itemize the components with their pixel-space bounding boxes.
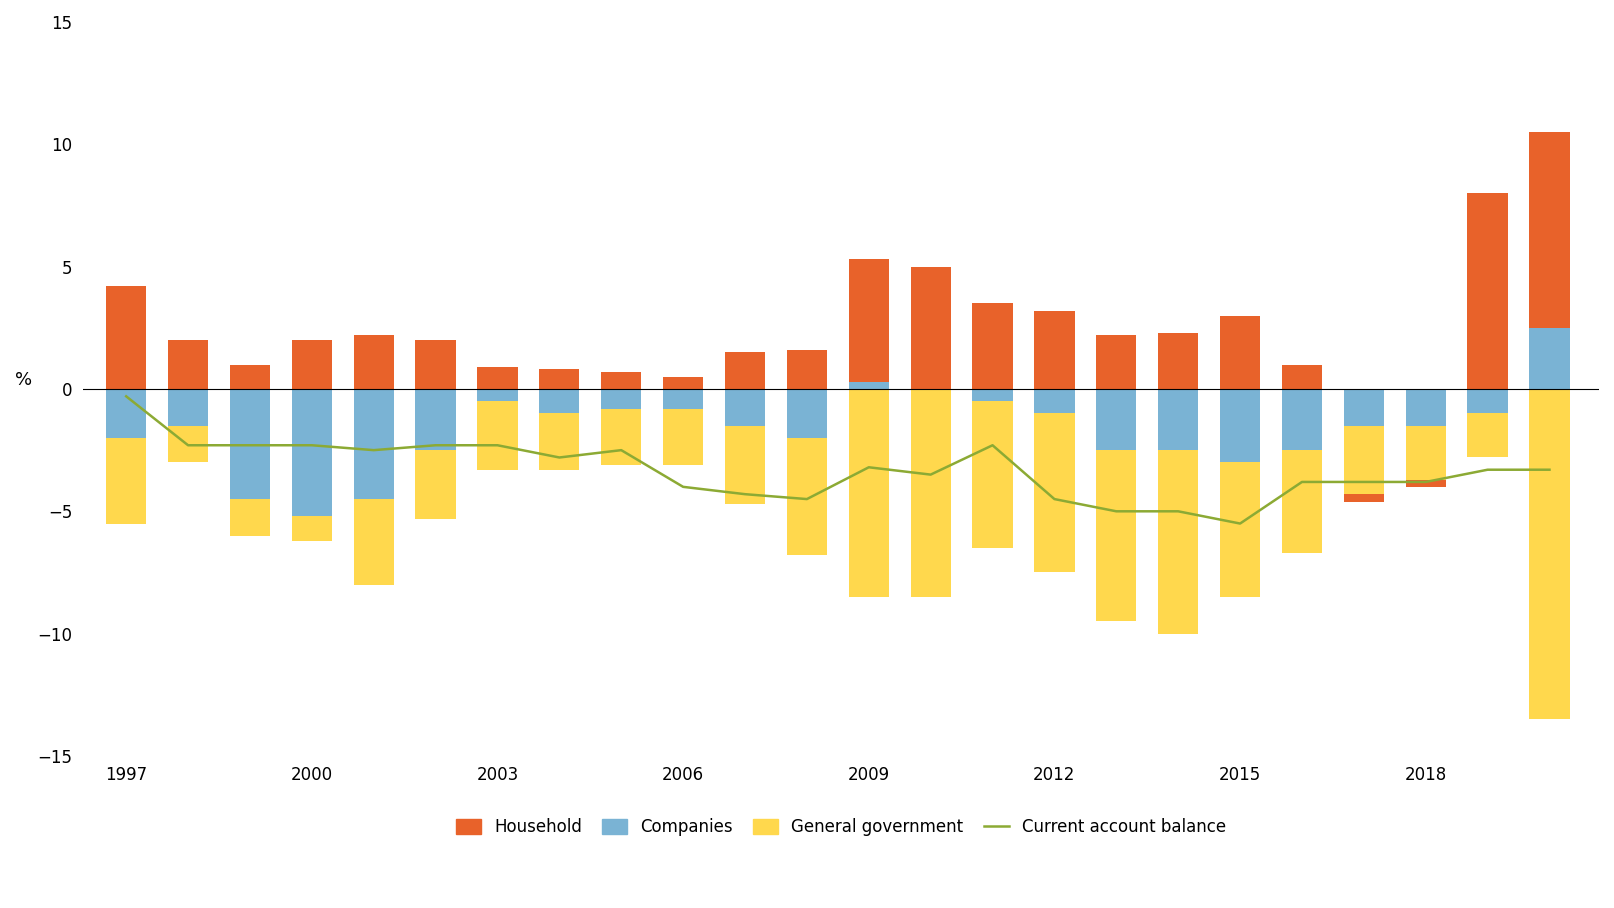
- Bar: [353, 389, 394, 499]
- Bar: [229, 499, 270, 536]
- Bar: [229, 389, 270, 499]
- Bar: [478, 389, 518, 401]
- Bar: [663, 377, 704, 389]
- Bar: [786, 350, 826, 389]
- Bar: [910, 267, 951, 389]
- Bar: [1344, 389, 1383, 426]
- Bar: [168, 389, 208, 426]
- Bar: [973, 401, 1012, 548]
- Bar: [1220, 316, 1261, 389]
- Bar: [1530, 132, 1569, 328]
- Bar: [1467, 413, 1507, 458]
- Bar: [600, 409, 641, 465]
- Bar: [1406, 389, 1446, 426]
- Bar: [725, 426, 765, 504]
- Bar: [849, 381, 889, 389]
- Bar: [910, 389, 951, 597]
- Bar: [1530, 328, 1569, 389]
- Bar: [1035, 389, 1075, 413]
- Bar: [1344, 494, 1383, 501]
- Bar: [1467, 193, 1507, 389]
- Bar: [1282, 450, 1322, 553]
- Bar: [415, 450, 455, 518]
- Bar: [292, 517, 332, 540]
- Bar: [1220, 462, 1261, 597]
- Bar: [478, 367, 518, 389]
- Bar: [786, 438, 826, 556]
- Bar: [168, 340, 208, 389]
- Bar: [1406, 426, 1446, 479]
- Bar: [1096, 450, 1136, 621]
- Bar: [229, 364, 270, 389]
- Bar: [1159, 450, 1198, 634]
- Bar: [539, 413, 579, 469]
- Y-axis label: %: %: [15, 371, 32, 389]
- Bar: [292, 340, 332, 389]
- Bar: [168, 426, 208, 462]
- Bar: [415, 340, 455, 389]
- Bar: [1096, 389, 1136, 450]
- Bar: [1220, 389, 1261, 462]
- Legend: Household, Companies, General government, Current account balance: Household, Companies, General government…: [449, 812, 1233, 843]
- Bar: [1096, 335, 1136, 389]
- Bar: [353, 499, 394, 585]
- Bar: [663, 409, 704, 465]
- Bar: [478, 401, 518, 469]
- Bar: [539, 389, 579, 413]
- Bar: [1159, 389, 1198, 450]
- Bar: [663, 389, 704, 409]
- Bar: [415, 389, 455, 450]
- Bar: [539, 370, 579, 389]
- Bar: [1282, 364, 1322, 389]
- Bar: [849, 260, 889, 381]
- Bar: [725, 352, 765, 389]
- Bar: [107, 286, 147, 389]
- Bar: [849, 389, 889, 597]
- Bar: [1282, 389, 1322, 450]
- Bar: [292, 389, 332, 517]
- Bar: [1344, 426, 1383, 494]
- Bar: [1035, 311, 1075, 389]
- Bar: [600, 372, 641, 389]
- Bar: [353, 335, 394, 389]
- Bar: [725, 389, 765, 426]
- Bar: [107, 438, 147, 524]
- Bar: [600, 389, 641, 409]
- Bar: [973, 303, 1012, 389]
- Bar: [973, 389, 1012, 401]
- Bar: [1035, 413, 1075, 572]
- Bar: [786, 389, 826, 438]
- Bar: [1406, 479, 1446, 487]
- Bar: [107, 389, 147, 438]
- Bar: [1159, 332, 1198, 389]
- Bar: [1467, 389, 1507, 413]
- Bar: [1530, 389, 1569, 719]
